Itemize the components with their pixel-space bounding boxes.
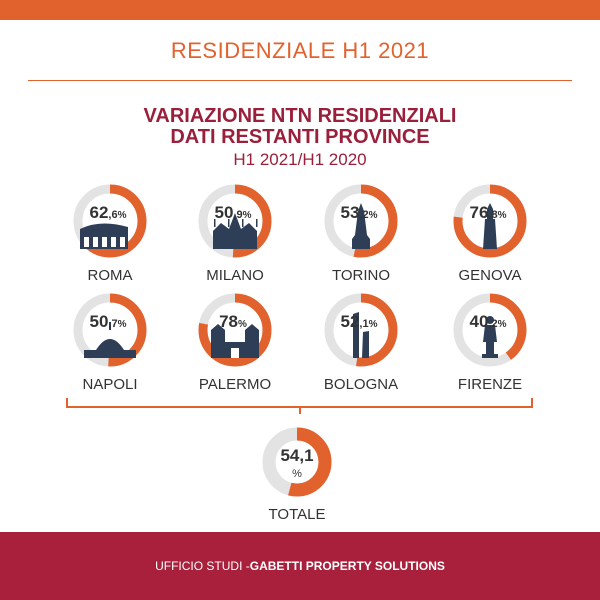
donut-palermo-ring-value (198, 293, 272, 367)
value-label-napoli: 50,7% (89, 312, 126, 331)
value-unit: % (238, 319, 247, 330)
chart-title-line-2: DATI RESTANTI PROVINCE (170, 126, 430, 148)
value-int: 62 (89, 203, 108, 222)
chart-title: VARIAZIONE NTN RESIDENZIALI DATI RESTANT… (0, 106, 600, 148)
city-label-firenze: FIRENZE (458, 376, 522, 393)
top-accent-bar (0, 0, 600, 20)
donut-milano: 50,9% MILANO (198, 184, 272, 284)
value-unit: % (369, 319, 378, 330)
donut-totale: 54,1% TOTALE (262, 427, 332, 523)
value-unit: % (369, 210, 378, 221)
value-label-bologna: 52,1% (340, 312, 377, 331)
value-label-roma: 62,6% (89, 203, 126, 222)
cathedral-spire (235, 225, 237, 233)
value-dec: ,7 (108, 318, 117, 330)
dome-shape (84, 339, 136, 358)
total-value-label: 54,1 (280, 446, 313, 465)
donut-napoli: 50,7% NAPOLI (73, 293, 147, 393)
page-title: RESIDENZIALE H1 2021 (170, 38, 430, 63)
city-label-bologna: BOLOGNA (324, 376, 398, 393)
mole-shape (352, 203, 370, 249)
donut-bologna: 52,1% BOLOGNA (324, 293, 398, 393)
donut-milano-ring-value (198, 184, 272, 258)
city-label-palermo: PALERMO (199, 376, 271, 393)
donut-roma: 62,6% ROMA (73, 184, 147, 284)
colosseum-arch (120, 237, 125, 247)
donut-palermo: 78% PALERMO (198, 293, 272, 393)
value-unit: % (118, 319, 127, 330)
colosseum-arch (102, 237, 107, 247)
value-dec: ,9 (233, 209, 242, 221)
palermo-cathedral-shape (211, 324, 259, 358)
value-unit: % (243, 210, 252, 221)
chart-title-line-1: VARIAZIONE NTN RESIDENZIALI (143, 105, 457, 127)
statue-body (483, 325, 497, 354)
grouping-bracket (66, 398, 533, 414)
value-dec: ,1 (359, 318, 368, 330)
value-unit: % (498, 319, 507, 330)
footer-prefix: UFFICIO STUDI - (155, 559, 250, 573)
value-int: 50 (89, 312, 108, 331)
value-dec: ,8 (488, 209, 497, 221)
cathedral-spire (214, 219, 216, 227)
cathedral-spire (249, 225, 251, 233)
value-label-palermo: 78% (219, 312, 247, 331)
tower-garisenda (362, 331, 369, 358)
value-dec: ,6 (108, 209, 117, 221)
statue-head (486, 316, 494, 324)
value-label-genova: 76,8% (469, 203, 506, 222)
value-int: 52 (340, 312, 359, 331)
value-int: 76 (469, 203, 488, 222)
cathedral-spire (256, 219, 258, 227)
value-int: 50 (214, 203, 233, 222)
value-dec: ,2 (359, 209, 368, 221)
cathedral-door (231, 348, 239, 358)
city-label-torino: TORINO (332, 267, 390, 284)
city-label-roma: ROMA (88, 267, 133, 284)
value-unit: % (118, 210, 127, 221)
donut-genova-ring-value (453, 184, 527, 258)
chart-subtitle: H1 2021/H1 2020 (233, 150, 367, 169)
cathedral-spire (221, 225, 223, 233)
value-unit: % (498, 210, 507, 221)
donut-roma-ring-value (73, 184, 147, 258)
donut-firenze-ring-value (453, 293, 527, 367)
total-unit-label: % (292, 468, 302, 480)
value-label-milano: 50,9% (214, 203, 251, 222)
lighthouse-shape (483, 203, 497, 249)
donut-firenze: 40,2% FIRENZE (453, 293, 527, 393)
donut-torino: 53,2% TORINO (324, 184, 398, 284)
city-label-napoli: NAPOLI (82, 376, 137, 393)
value-int: 53 (340, 203, 359, 222)
dome-cross (109, 322, 111, 330)
donut-genova: 76,8% GENOVA (453, 184, 527, 284)
cathedral-spire (242, 219, 244, 227)
title-divider (28, 80, 572, 81)
statue-pedestal (482, 354, 498, 358)
colosseum-arch (84, 237, 89, 247)
city-label-milano: MILANO (206, 267, 264, 284)
footer-bar: UFFICIO STUDI - GABETTI PROPERTY SOLUTIO… (0, 532, 600, 600)
donut-totale-ring-value (262, 427, 332, 497)
footer-brand: GABETTI PROPERTY SOLUTIONS (249, 559, 445, 573)
donut-bologna-ring-value (324, 293, 398, 367)
colosseum-arch (93, 237, 98, 247)
value-int: 40 (469, 312, 488, 331)
tower-asinelli (353, 312, 359, 358)
value-dec: ,2 (488, 318, 497, 330)
city-label-genova: GENOVA (458, 267, 521, 284)
value-label-torino: 53,2% (340, 203, 377, 222)
value-label-firenze: 40,2% (469, 312, 506, 331)
cathedral-spire (228, 219, 230, 227)
colosseum-arch (111, 237, 116, 247)
donut-napoli-ring-value (73, 293, 147, 367)
value-int: 78 (219, 312, 238, 331)
total-label: TOTALE (269, 506, 326, 523)
donut-torino-ring-value (324, 184, 398, 258)
